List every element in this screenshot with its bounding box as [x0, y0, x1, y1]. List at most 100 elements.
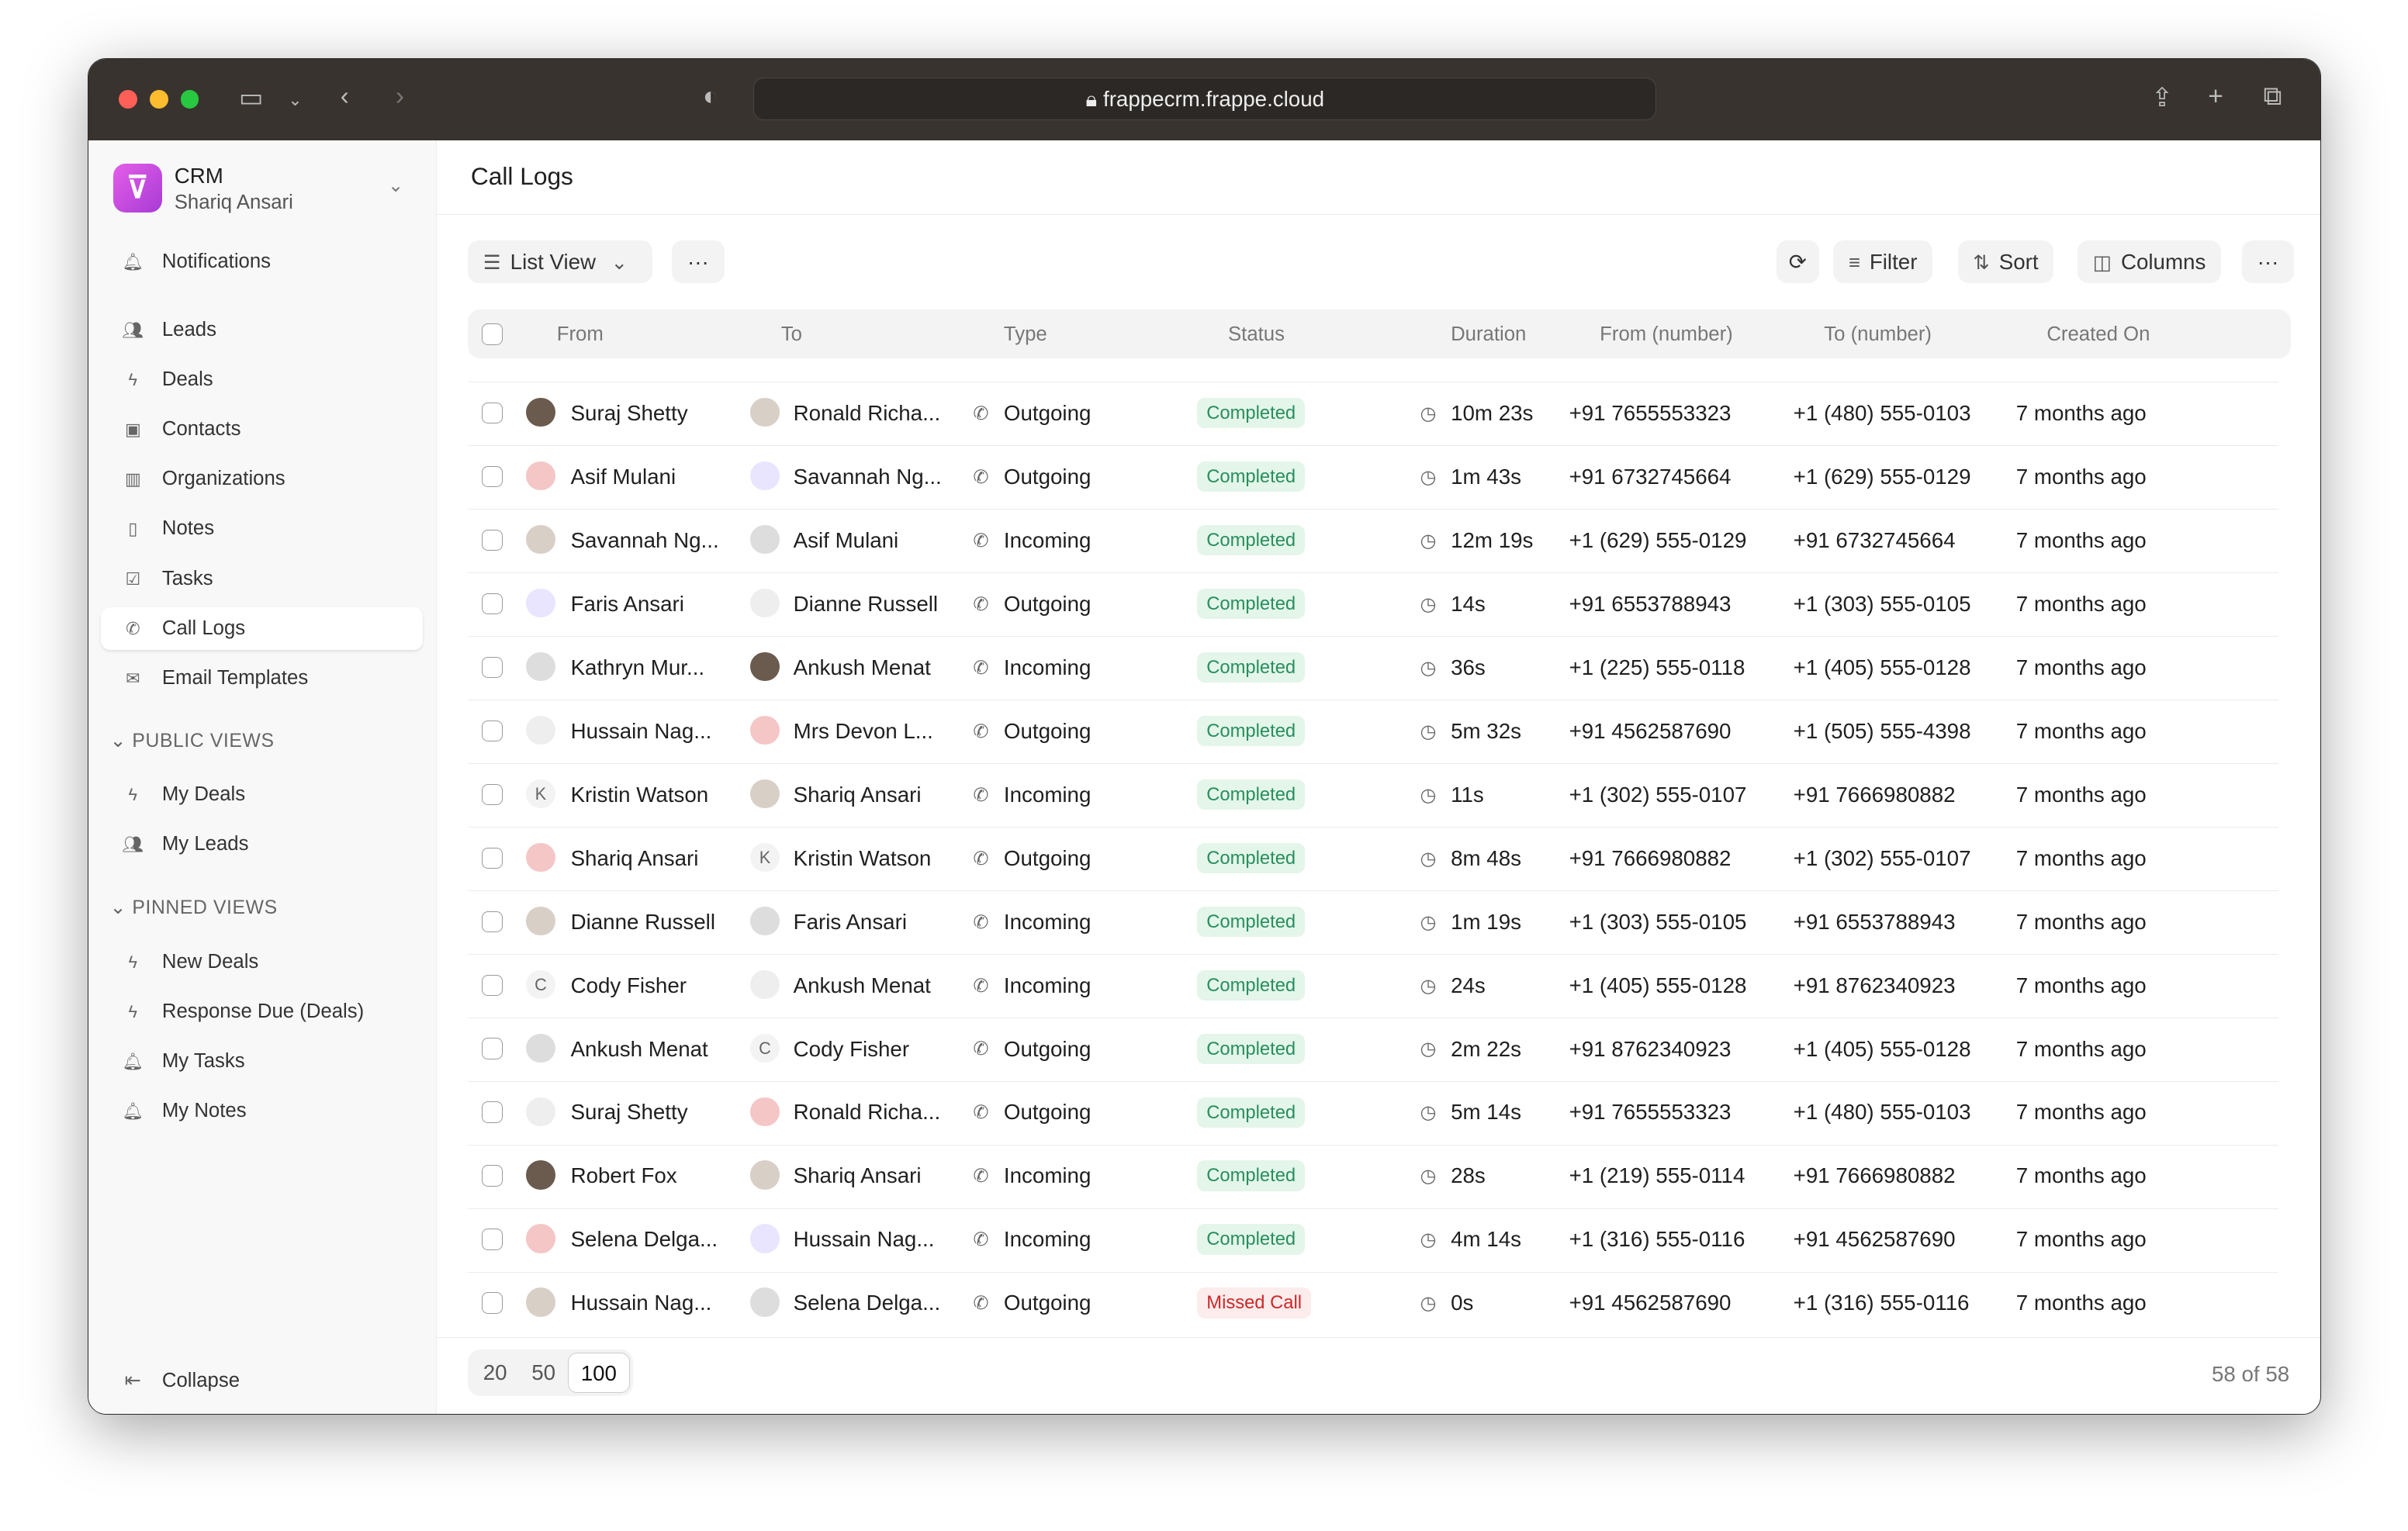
close-window-button[interactable] — [119, 89, 138, 109]
sidebar-item-my-tasks[interactable]: 🔔︎ My Tasks — [101, 1040, 424, 1083]
row-checkbox[interactable] — [481, 783, 503, 806]
row-checkbox[interactable] — [481, 1165, 503, 1187]
sidebar-item-contacts[interactable]: ▣ Contacts — [101, 408, 424, 451]
maximize-window-button[interactable] — [180, 89, 199, 109]
chevron-down-icon[interactable]: ⌄ — [387, 175, 403, 196]
table-row[interactable]: Savannah Ng... Asif Mulani ✆ Incoming Com… — [467, 508, 2279, 572]
to-number-cell: +91 6732745664 — [1793, 527, 1956, 552]
back-icon[interactable]: ‹ — [340, 81, 349, 111]
clock-icon: ◷ — [1420, 1039, 1437, 1060]
table-row[interactable]: C Cody Fisher Ankush Menat ✆ Incoming Comp… — [467, 953, 2279, 1018]
table-row[interactable]: Hussain Nag... Selena Delga... ✆ Outgoing… — [467, 1271, 2279, 1336]
from-number-cell: +91 4562587690 — [1569, 1291, 1732, 1315]
sidebar-item-my-notes[interactable]: 🔔︎ My Notes — [101, 1090, 424, 1132]
row-checkbox[interactable] — [481, 1101, 503, 1124]
row-checkbox[interactable] — [481, 465, 503, 488]
tabs-overview-icon[interactable]: ⧉ — [2263, 81, 2282, 111]
public-views-header[interactable]: ⌄ PUBLIC VIEWS — [109, 730, 275, 752]
columns-label: Columns — [2120, 249, 2206, 274]
table-row[interactable]: Robert Fox Shariq Ansari ✆ Incoming Compl… — [467, 1144, 2279, 1208]
collapse-button[interactable]: ⇤ Collapse — [101, 1360, 424, 1402]
from-number-cell: +91 6553788943 — [1569, 591, 1732, 616]
sidebar-item-call-logs[interactable]: ✆ Call Logs — [100, 607, 424, 651]
table-footer: 20 50 100 58 of 58 — [437, 1336, 2320, 1414]
sidebar-toggle-icon[interactable]: ▭ — [238, 83, 264, 112]
sidebar-item-response-due-deals-[interactable]: ϟ Response Due (Deals) — [101, 990, 424, 1033]
column-header[interactable]: From — [556, 323, 604, 345]
sidebar-item-notes[interactable]: ▯ Notes — [101, 507, 424, 550]
clock-icon: ◷ — [1420, 466, 1437, 488]
sidebar-item-tasks[interactable]: ☑ Tasks — [101, 558, 424, 600]
column-header[interactable]: To — [780, 323, 802, 345]
column-header[interactable]: Duration — [1451, 323, 1527, 345]
row-count: 58 of 58 — [2211, 1362, 2290, 1387]
row-checkbox[interactable] — [481, 1229, 503, 1251]
table-row[interactable]: Kathryn Mur... Ankush Menat ✆ Incoming Co… — [467, 635, 2279, 700]
table-row[interactable]: Shariq Ansari K Kristin Watson ✆ Outgoing … — [467, 826, 2279, 890]
row-checkbox[interactable] — [481, 911, 503, 933]
sidebar-item-deals[interactable]: ϟ Deals — [101, 358, 424, 401]
pinned-views-header[interactable]: ⌄ PINNED VIEWS — [109, 897, 278, 919]
view-selector[interactable]: ☰ List View ⌄ — [467, 240, 652, 284]
row-checkbox[interactable] — [481, 974, 503, 997]
page-size-20[interactable]: 20 — [483, 1360, 507, 1385]
table-row[interactable]: K Kristin Watson Shariq Ansari ✆ Incoming … — [467, 762, 2279, 827]
row-checkbox[interactable] — [481, 402, 503, 424]
row-checkbox[interactable] — [481, 656, 503, 679]
table-row[interactable]: Suraj Shetty Ronald Richa... ✆ Outgoing C… — [467, 382, 2279, 445]
row-checkbox[interactable] — [481, 847, 503, 869]
page-size-100[interactable]: 100 — [567, 1353, 630, 1393]
app-name[interactable]: CRM — [174, 163, 223, 188]
sidebar-item-new-deals[interactable]: ϟ New Deals — [101, 941, 424, 983]
filter-button[interactable]: ≡ Filter — [1833, 240, 1933, 284]
sidebar-item-my-leads[interactable]: 👥︎ My Leads — [101, 823, 424, 866]
column-header[interactable]: From (number) — [1600, 323, 1733, 345]
minimize-window-button[interactable] — [150, 89, 168, 109]
sidebar-item-my-deals[interactable]: ϟ My Deals — [101, 773, 424, 816]
sidebar-item-email-templates[interactable]: ✉ Email Templates — [101, 657, 424, 700]
table-row[interactable]: Ankush Menat C Cody Fisher ✆ Outgoing Comp… — [467, 1017, 2279, 1081]
avatar: C — [750, 1033, 780, 1063]
columns-button[interactable]: ◫ Columns — [2077, 240, 2222, 284]
sidebar-item-organizations[interactable]: ▥ Organizations — [101, 458, 424, 500]
share-icon[interactable]: ⇪ — [2150, 83, 2174, 112]
row-checkbox[interactable] — [481, 529, 503, 551]
table-row[interactable]: Faris Ansari Dianne Russell ✆ Outgoing Co… — [467, 572, 2279, 636]
view-options-button[interactable]: ··· — [672, 240, 725, 284]
page-size-50[interactable]: 50 — [531, 1360, 556, 1385]
column-header[interactable]: Status — [1228, 323, 1285, 345]
sidebar-item-leads[interactable]: 👥︎ Leads — [101, 309, 424, 351]
row-checkbox[interactable] — [481, 720, 503, 742]
new-tab-icon[interactable]: + — [2208, 81, 2223, 111]
duration-cell: 0s — [1451, 1291, 1474, 1315]
chevron-down-icon[interactable]: ⌄ — [288, 89, 303, 109]
to-cell: Ankush Menat — [793, 655, 931, 679]
duration-cell: 28s — [1451, 1163, 1486, 1188]
select-all-checkbox[interactable] — [481, 323, 503, 345]
outgoing-call-icon: ✆ — [973, 721, 989, 742]
row-checkbox[interactable] — [481, 593, 503, 615]
sidebar-item-label: My Deals — [161, 783, 246, 805]
row-checkbox[interactable] — [481, 1292, 503, 1315]
more-options-button[interactable]: ··· — [2241, 240, 2295, 284]
table-row[interactable]: Dianne Russell Faris Ansari ✆ Incoming Co… — [467, 890, 2279, 954]
status-badge: Completed — [1197, 779, 1306, 810]
column-header[interactable]: Type — [1003, 323, 1047, 345]
row-checkbox[interactable] — [481, 1038, 503, 1060]
table-row[interactable]: Selena Delga... Hussain Nag... ✆ Incoming… — [467, 1208, 2279, 1272]
clock-icon: ◷ — [1420, 657, 1437, 679]
table-row[interactable]: Suraj Shetty Ronald Richa... ✆ Outgoing C… — [467, 1080, 2279, 1145]
forward-icon[interactable]: › — [395, 81, 405, 111]
sidebar-item-notifications[interactable]: 🔔︎ Notifications — [101, 240, 424, 283]
refresh-button[interactable]: ⟳ — [1776, 240, 1819, 284]
column-header[interactable]: Created On — [2046, 323, 2150, 345]
user-name[interactable]: Shariq Ansari — [174, 191, 293, 213]
sort-button[interactable]: ⇅ Sort — [1957, 240, 2054, 284]
to-number-cell: +1 (405) 555-0128 — [1793, 655, 1971, 679]
to-number-cell: +91 7666980882 — [1793, 782, 1956, 807]
shield-icon[interactable]: ◐ — [702, 81, 719, 111]
table-row[interactable]: Asif Mulani Savannah Ng... ✆ Outgoing Com… — [467, 445, 2279, 509]
column-header[interactable]: To (number) — [1824, 323, 1932, 345]
table-row[interactable]: Hussain Nag... Mrs Devon L... ✆ Outgoing … — [467, 699, 2279, 763]
address-bar[interactable]: 🔒︎ frappecrm.frappe.cloud — [753, 77, 1657, 121]
